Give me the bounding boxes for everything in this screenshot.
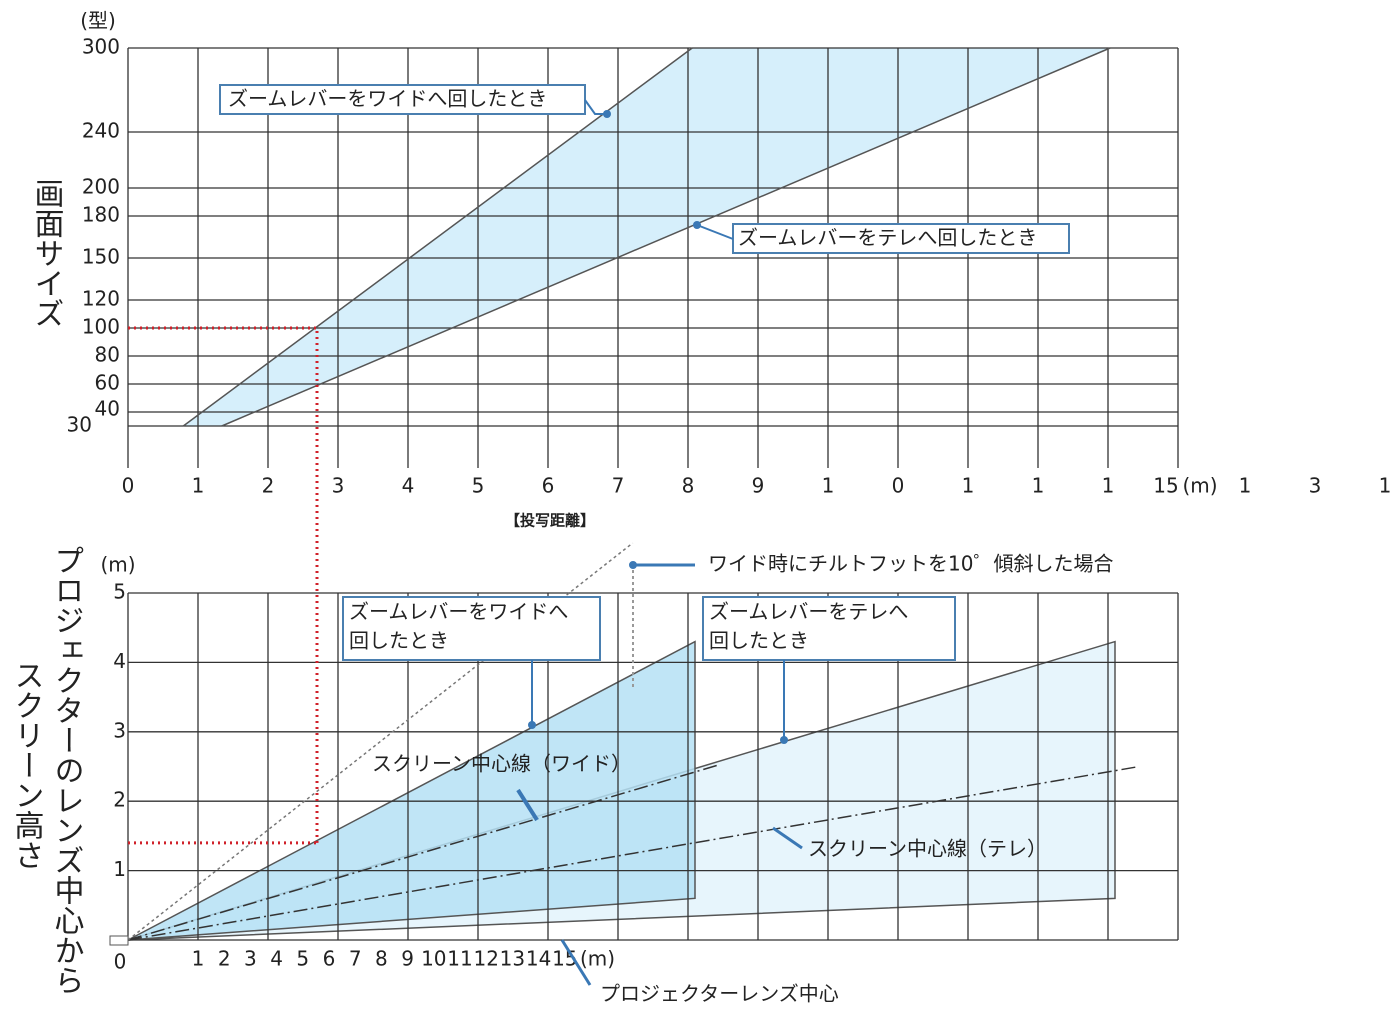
x-tick-label: 5 — [472, 474, 485, 498]
callout-text: ズームレバーをワイドへ — [349, 600, 568, 624]
x-tick-label: 4 — [270, 947, 283, 971]
y-tick-label: 60 — [95, 371, 120, 395]
callout-dot — [528, 721, 536, 729]
callout-box — [732, 223, 1070, 254]
callout-text: ズームレバーをテレへ回したとき — [738, 226, 1037, 250]
y-tick-label: 100 — [82, 315, 120, 339]
projection-area — [127, 640, 696, 941]
callout-text: ワイド時にチルトフットを10゜傾斜した場合 — [708, 552, 1113, 576]
y-tick-label: 30 — [67, 413, 92, 437]
x-tick-label: 3 — [244, 947, 257, 971]
callout-text: ズームレバーをワイドへ回したとき — [228, 87, 547, 111]
callout-box — [219, 84, 586, 115]
x-tick-label: 9 — [401, 947, 414, 971]
y-title: 画面サイズ — [29, 178, 64, 328]
x-title: 【投写距離】 — [505, 512, 595, 530]
x-tick-label: 3 — [332, 474, 345, 498]
x-tick-label: 14 — [526, 947, 551, 971]
x-unit: (m) — [1182, 474, 1217, 498]
x-tick-label: 1 — [1032, 474, 1045, 498]
x-tick-label: 7 — [612, 474, 625, 498]
y-tick-label: 2 — [113, 788, 126, 812]
x-tick-label: 4 — [402, 474, 415, 498]
x-tick-label: 1 — [962, 474, 975, 498]
callout-box — [702, 596, 956, 661]
y-tick-label: 5 — [113, 580, 126, 604]
x-tick-label: 1 — [822, 474, 835, 498]
x-tick-label: 0 — [114, 950, 127, 974]
callout-text: プロジェクターレンズ中心 — [600, 982, 839, 1006]
x-tick-label: 0 — [892, 474, 905, 498]
center-line — [127, 766, 1136, 941]
x-tick-label: 11 — [447, 947, 472, 971]
y-title: スクリーン高さ — [9, 660, 44, 870]
callout-pointer — [560, 939, 592, 986]
callout-text: スクリーン中心線（ワイド） — [372, 752, 631, 776]
y-tick-label: 120 — [82, 287, 120, 311]
y-unit: (m) — [100, 553, 135, 577]
x-tick-label: 2 — [262, 474, 275, 498]
callout-pointer — [516, 788, 539, 822]
center-line — [127, 764, 719, 941]
zoom-line — [221, 47, 1111, 427]
callout-dot — [693, 221, 701, 229]
callout-dot — [603, 110, 611, 118]
x-tick-label: 12 — [473, 947, 498, 971]
y-tick-label: 3 — [113, 718, 126, 742]
y-tick-label: 180 — [82, 203, 120, 227]
y-title: プロジェクターのレンズ中心から — [49, 545, 84, 995]
callout-text: 回したとき — [349, 629, 449, 653]
callout-text: 回したとき — [709, 629, 809, 653]
y-tick-label: 200 — [82, 175, 120, 199]
y-tick-label: 4 — [113, 649, 126, 673]
x-tick-label: 10 — [421, 947, 446, 971]
x-tick-label: 3 — [1309, 474, 1322, 498]
x-tick-label: 1 — [192, 474, 205, 498]
x-tick-label: 8 — [682, 474, 695, 498]
x-tick-label: 15 — [1153, 474, 1178, 498]
x-tick-label: 2 — [218, 947, 231, 971]
projector-icon — [109, 935, 129, 946]
y-tick-label: 40 — [95, 397, 120, 421]
y-unit: (型) — [80, 9, 116, 33]
y-tick-label: 1 — [113, 857, 126, 881]
x-tick-label: 5 — [296, 947, 309, 971]
x-tick-label: 1 — [1102, 474, 1115, 498]
x-tick-label: 7 — [349, 947, 362, 971]
x-tick-label: 6 — [542, 474, 555, 498]
y-tick-label: 300 — [82, 35, 120, 59]
callout-dot — [780, 736, 788, 744]
x-tick-label: 1 — [192, 947, 205, 971]
x-tick-label: 8 — [375, 947, 388, 971]
callout-text: スクリーン中心線（テレ） — [808, 837, 1047, 861]
x-tick-label: 13 — [500, 947, 525, 971]
callout-dot — [629, 561, 637, 569]
x-tick-label: 1 — [1379, 474, 1392, 498]
callout-pointer — [772, 826, 803, 850]
y-tick-label: 150 — [82, 245, 120, 269]
y-tick-label: 240 — [82, 119, 120, 143]
callout-text: ズームレバーをテレへ — [709, 600, 908, 624]
x-tick-label: 6 — [323, 947, 336, 971]
x-tick-label: 0 — [122, 474, 135, 498]
callout-pointer — [696, 224, 734, 240]
y-tick-label: 80 — [95, 343, 120, 367]
x-tick-label: 9 — [752, 474, 765, 498]
callout-box — [342, 596, 601, 661]
x-tick-label: 1 — [1239, 474, 1252, 498]
x-unit: (m) — [580, 947, 615, 971]
zoom-range-area — [183, 48, 1111, 426]
